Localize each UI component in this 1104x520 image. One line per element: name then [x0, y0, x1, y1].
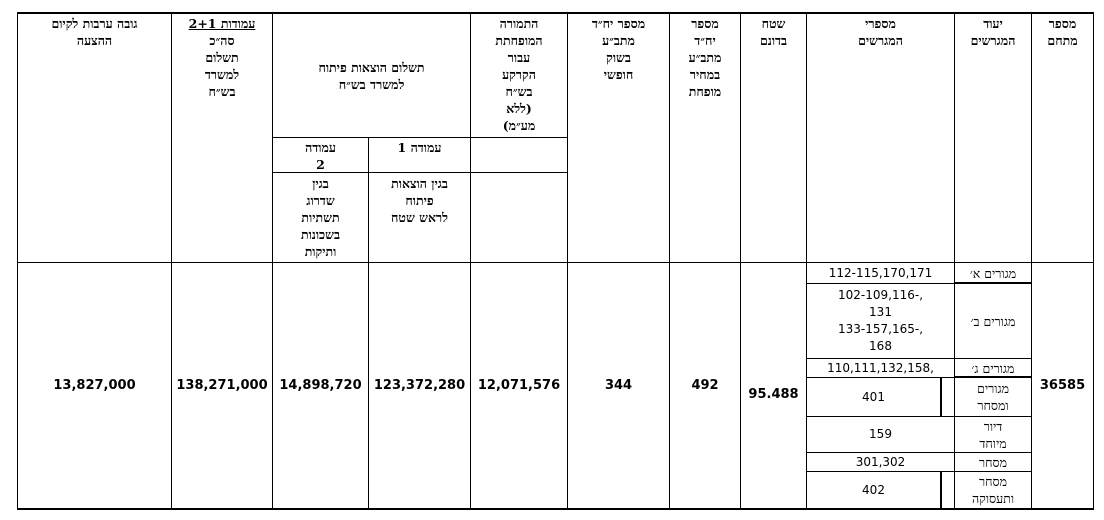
table-left-border: [17, 12, 18, 510]
subheader-sep: [272, 137, 567, 138]
header-col2-desc: בגין שדרוג תשתיות בשכונות ותיקות: [300, 176, 341, 259]
lot-accent: [954, 282, 1031, 284]
col-sep: [567, 12, 568, 510]
col-sep: [806, 12, 807, 510]
lot-row-sep: [806, 283, 1031, 284]
lot-accent: [940, 472, 942, 508]
cell-area-dunams: 95.488: [748, 386, 799, 402]
lot-numbers: 159: [869, 427, 892, 441]
col-sep: [368, 137, 369, 510]
subheader-sep: [272, 172, 567, 173]
col-sep: [470, 12, 471, 510]
header-dev-payment: תשלום הוצאות פיתוח למשרד בש״ח: [318, 59, 425, 92]
cell-col1-value: 123,372,280: [373, 378, 466, 393]
table-right-border: [1093, 12, 1094, 510]
lot-numbers: 102-109,116-, 131 133-157,165-, 168: [838, 288, 924, 353]
header-guarantee: גובה ערבות לקיום ההצעה: [51, 16, 138, 48]
header-col1-label: עמודה 1: [397, 140, 442, 155]
lot-numbers: 112-115,170,171: [828, 265, 933, 280]
header-col2-label: עמודה 2: [305, 140, 336, 172]
cell-units-free: 344: [604, 378, 633, 393]
lot-use: מגורים ומסחר: [977, 381, 1009, 413]
lot-row-sep: [806, 471, 1031, 472]
col-sep: [171, 12, 172, 510]
lot-use: מגורים א׳: [969, 265, 1017, 281]
lot-use: מסחר: [978, 454, 1008, 470]
lot-numbers: 401: [862, 389, 885, 404]
cell-units-reduced: 492: [691, 378, 719, 393]
header-total-payment: עמודות 2+1 סה״כ תשלום למשרד בש״ח: [188, 16, 256, 99]
col-sep: [1031, 12, 1032, 510]
cell-reduced-land-value: 12,071,576: [477, 378, 561, 393]
header-units-free: מספר יח״ד מתב״ע בשוק חופשי: [591, 16, 646, 82]
table-top-border: [17, 12, 1094, 14]
header-area-number: מספר מתחם: [1047, 16, 1078, 48]
lot-row-sep: [806, 358, 1031, 359]
table-bottom-border: [17, 508, 1094, 510]
lot-row-sep: [806, 377, 1031, 378]
lot-accent: [954, 376, 1031, 378]
header-lot-use: יעוד המגרשים: [970, 16, 1016, 48]
header-lot-numbers: מספרי המגרשים: [858, 16, 903, 48]
header-separator: [17, 262, 1094, 263]
lot-row-sep: [806, 416, 1031, 417]
lot-use: מסחר ותעסוקה: [971, 474, 1015, 506]
lot-accent: [940, 378, 942, 416]
lot-use: מגורים ב׳: [970, 313, 1016, 329]
col-sep: [669, 12, 670, 510]
lot-numbers: 301,302: [855, 454, 906, 469]
lot-use: דיור מיוחד: [979, 418, 1007, 451]
cell-col2-value: 14,898,720: [279, 378, 362, 393]
cell-total-payment: 138,271,000: [176, 378, 268, 393]
cell-guarantee: 13,827,000: [53, 378, 136, 393]
header-units-reduced: מספר יח״ד מתב״ע במחיר מופחת: [688, 16, 722, 99]
header-col1-desc: בגין הוצאות פיתוח לראש שטח: [391, 176, 449, 225]
lot-numbers: 402: [862, 482, 885, 497]
lot-numbers: 110,111,132,158,: [827, 360, 934, 375]
lot-use: מגורים ג׳: [971, 360, 1015, 376]
col-sep: [272, 12, 273, 510]
col-sep: [954, 12, 955, 510]
cell-area-number: 36585: [1039, 378, 1086, 393]
header-area-dunams: שטח בדונם: [759, 16, 788, 48]
col-sep: [740, 12, 741, 510]
lot-row-sep: [806, 452, 1031, 453]
header-reduced-land-value: התמורה המופחתת עבור הקרקע בש״ח (ללא מע״מ): [495, 16, 543, 133]
